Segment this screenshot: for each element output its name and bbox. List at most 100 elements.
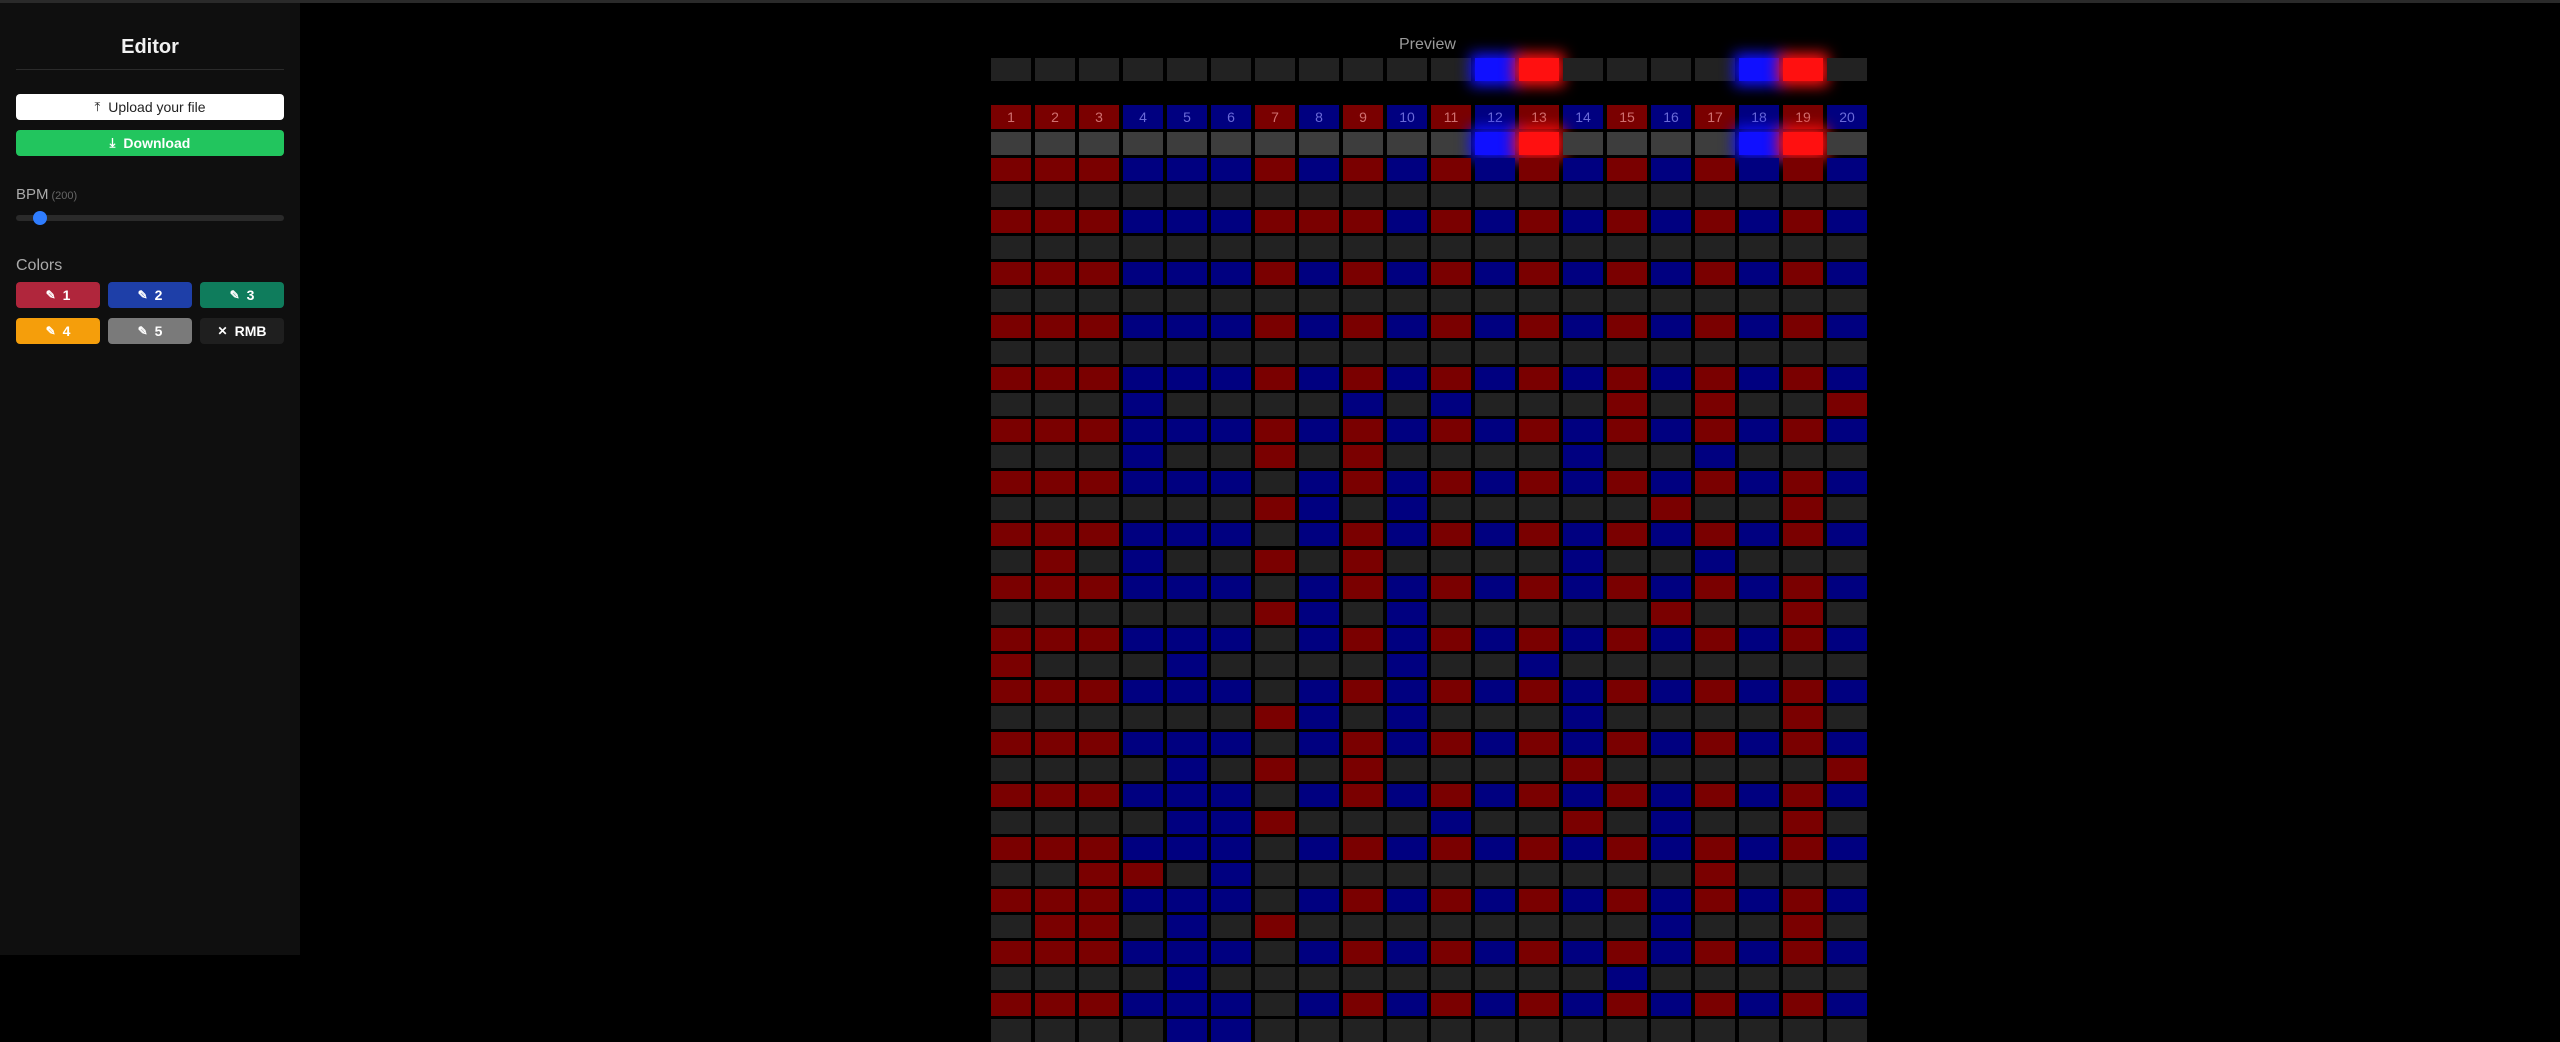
grid-cell[interactable] (1563, 367, 1603, 390)
grid-cell[interactable] (1431, 1019, 1471, 1042)
grid-cell[interactable] (1651, 262, 1691, 285)
grid-cell[interactable] (1739, 315, 1779, 338)
grid-cell[interactable] (1123, 941, 1163, 964)
grid-cell[interactable] (1739, 941, 1779, 964)
grid-cell[interactable] (1827, 419, 1867, 442)
grid-cell[interactable] (1123, 184, 1163, 207)
grid-cell[interactable] (1563, 915, 1603, 938)
cursor-cell[interactable] (1211, 132, 1251, 155)
grid-cell[interactable] (1563, 393, 1603, 416)
grid-cell[interactable] (1783, 1019, 1823, 1042)
grid-cell[interactable] (1519, 784, 1559, 807)
grid-cell[interactable] (1035, 680, 1075, 703)
grid-cell[interactable] (1167, 680, 1207, 703)
grid-cell[interactable] (1519, 210, 1559, 233)
grid-cell[interactable] (1167, 315, 1207, 338)
grid-cell[interactable] (1563, 784, 1603, 807)
grid-cell[interactable] (1079, 393, 1119, 416)
grid-cell[interactable] (1475, 497, 1515, 520)
grid-cell[interactable] (1343, 523, 1383, 546)
grid-cell[interactable] (1167, 602, 1207, 625)
grid-cell[interactable] (1607, 680, 1647, 703)
grid-cell[interactable] (1607, 811, 1647, 834)
grid-cell[interactable] (1343, 993, 1383, 1016)
grid-cell[interactable] (1431, 732, 1471, 755)
grid-cell[interactable] (1343, 863, 1383, 886)
grid-cell[interactable] (1035, 367, 1075, 390)
grid-cell[interactable] (1387, 680, 1427, 703)
grid-cell[interactable] (1695, 811, 1735, 834)
grid-cell[interactable] (1607, 315, 1647, 338)
grid-cell[interactable] (1079, 680, 1119, 703)
grid-cell[interactable] (1343, 1019, 1383, 1042)
grid-cell[interactable] (1739, 680, 1779, 703)
grid-cell[interactable] (1343, 315, 1383, 338)
grid-cell[interactable] (1475, 941, 1515, 964)
grid-cell[interactable] (1475, 680, 1515, 703)
grid-cell[interactable] (1079, 758, 1119, 781)
grid-cell[interactable] (1563, 602, 1603, 625)
grid-cell[interactable] (1299, 497, 1339, 520)
cursor-cell[interactable] (1299, 132, 1339, 155)
grid-cell[interactable] (1211, 654, 1251, 677)
grid-cell[interactable] (1783, 915, 1823, 938)
grid-cell[interactable] (1079, 628, 1119, 651)
grid-cell[interactable] (1299, 837, 1339, 860)
grid-cell[interactable] (1607, 915, 1647, 938)
grid-cell[interactable] (1519, 837, 1559, 860)
grid-cell[interactable] (991, 889, 1031, 912)
grid-cell[interactable] (1079, 158, 1119, 181)
grid-cell[interactable] (1343, 758, 1383, 781)
grid-cell[interactable] (1475, 654, 1515, 677)
grid-cell[interactable] (1739, 863, 1779, 886)
column-header-14[interactable]: 14 (1563, 105, 1603, 129)
grid-cell[interactable] (1651, 184, 1691, 207)
grid-cell[interactable] (1079, 654, 1119, 677)
grid-cell[interactable] (1255, 550, 1295, 573)
grid-cell[interactable] (1431, 158, 1471, 181)
grid-cell[interactable] (1431, 315, 1471, 338)
grid-cell[interactable] (1387, 889, 1427, 912)
grid-cell[interactable] (1431, 445, 1471, 468)
grid-cell[interactable] (1563, 654, 1603, 677)
grid-cell[interactable] (1475, 706, 1515, 729)
grid-cell[interactable] (1651, 576, 1691, 599)
grid-cell[interactable] (1739, 471, 1779, 494)
grid-cell[interactable] (1695, 262, 1735, 285)
grid-cell[interactable] (1167, 236, 1207, 259)
grid-cell[interactable] (1827, 993, 1867, 1016)
grid-cell[interactable] (1783, 602, 1823, 625)
grid-cell[interactable] (1651, 654, 1691, 677)
grid-cell[interactable] (1475, 967, 1515, 990)
grid-cell[interactable] (1783, 863, 1823, 886)
grid-cell[interactable] (1651, 1019, 1691, 1042)
column-header-16[interactable]: 16 (1651, 105, 1691, 129)
grid-cell[interactable] (1563, 732, 1603, 755)
grid-cell[interactable] (1079, 732, 1119, 755)
grid-cell[interactable] (1651, 602, 1691, 625)
grid-cell[interactable] (1607, 941, 1647, 964)
grid-cell[interactable] (1123, 576, 1163, 599)
cursor-cell[interactable] (1167, 132, 1207, 155)
grid-cell[interactable] (1783, 445, 1823, 468)
grid-cell[interactable] (1343, 941, 1383, 964)
grid-cell[interactable] (1783, 993, 1823, 1016)
grid-cell[interactable] (1211, 915, 1251, 938)
grid-cell[interactable] (1387, 341, 1427, 364)
grid-cell[interactable] (1827, 210, 1867, 233)
grid-cell[interactable] (1387, 445, 1427, 468)
grid-cell[interactable] (1827, 576, 1867, 599)
grid-cell[interactable] (1783, 654, 1823, 677)
grid-cell[interactable] (1035, 523, 1075, 546)
grid-cell[interactable] (1739, 967, 1779, 990)
grid-cell[interactable] (1431, 915, 1471, 938)
grid-cell[interactable] (1827, 889, 1867, 912)
grid-cell[interactable] (1739, 550, 1779, 573)
grid-cell[interactable] (1783, 393, 1823, 416)
grid-cell[interactable] (1827, 680, 1867, 703)
grid-cell[interactable] (1387, 628, 1427, 651)
grid-cell[interactable] (1035, 863, 1075, 886)
grid-cell[interactable] (1651, 863, 1691, 886)
grid-cell[interactable] (1475, 1019, 1515, 1042)
grid-cell[interactable] (991, 576, 1031, 599)
